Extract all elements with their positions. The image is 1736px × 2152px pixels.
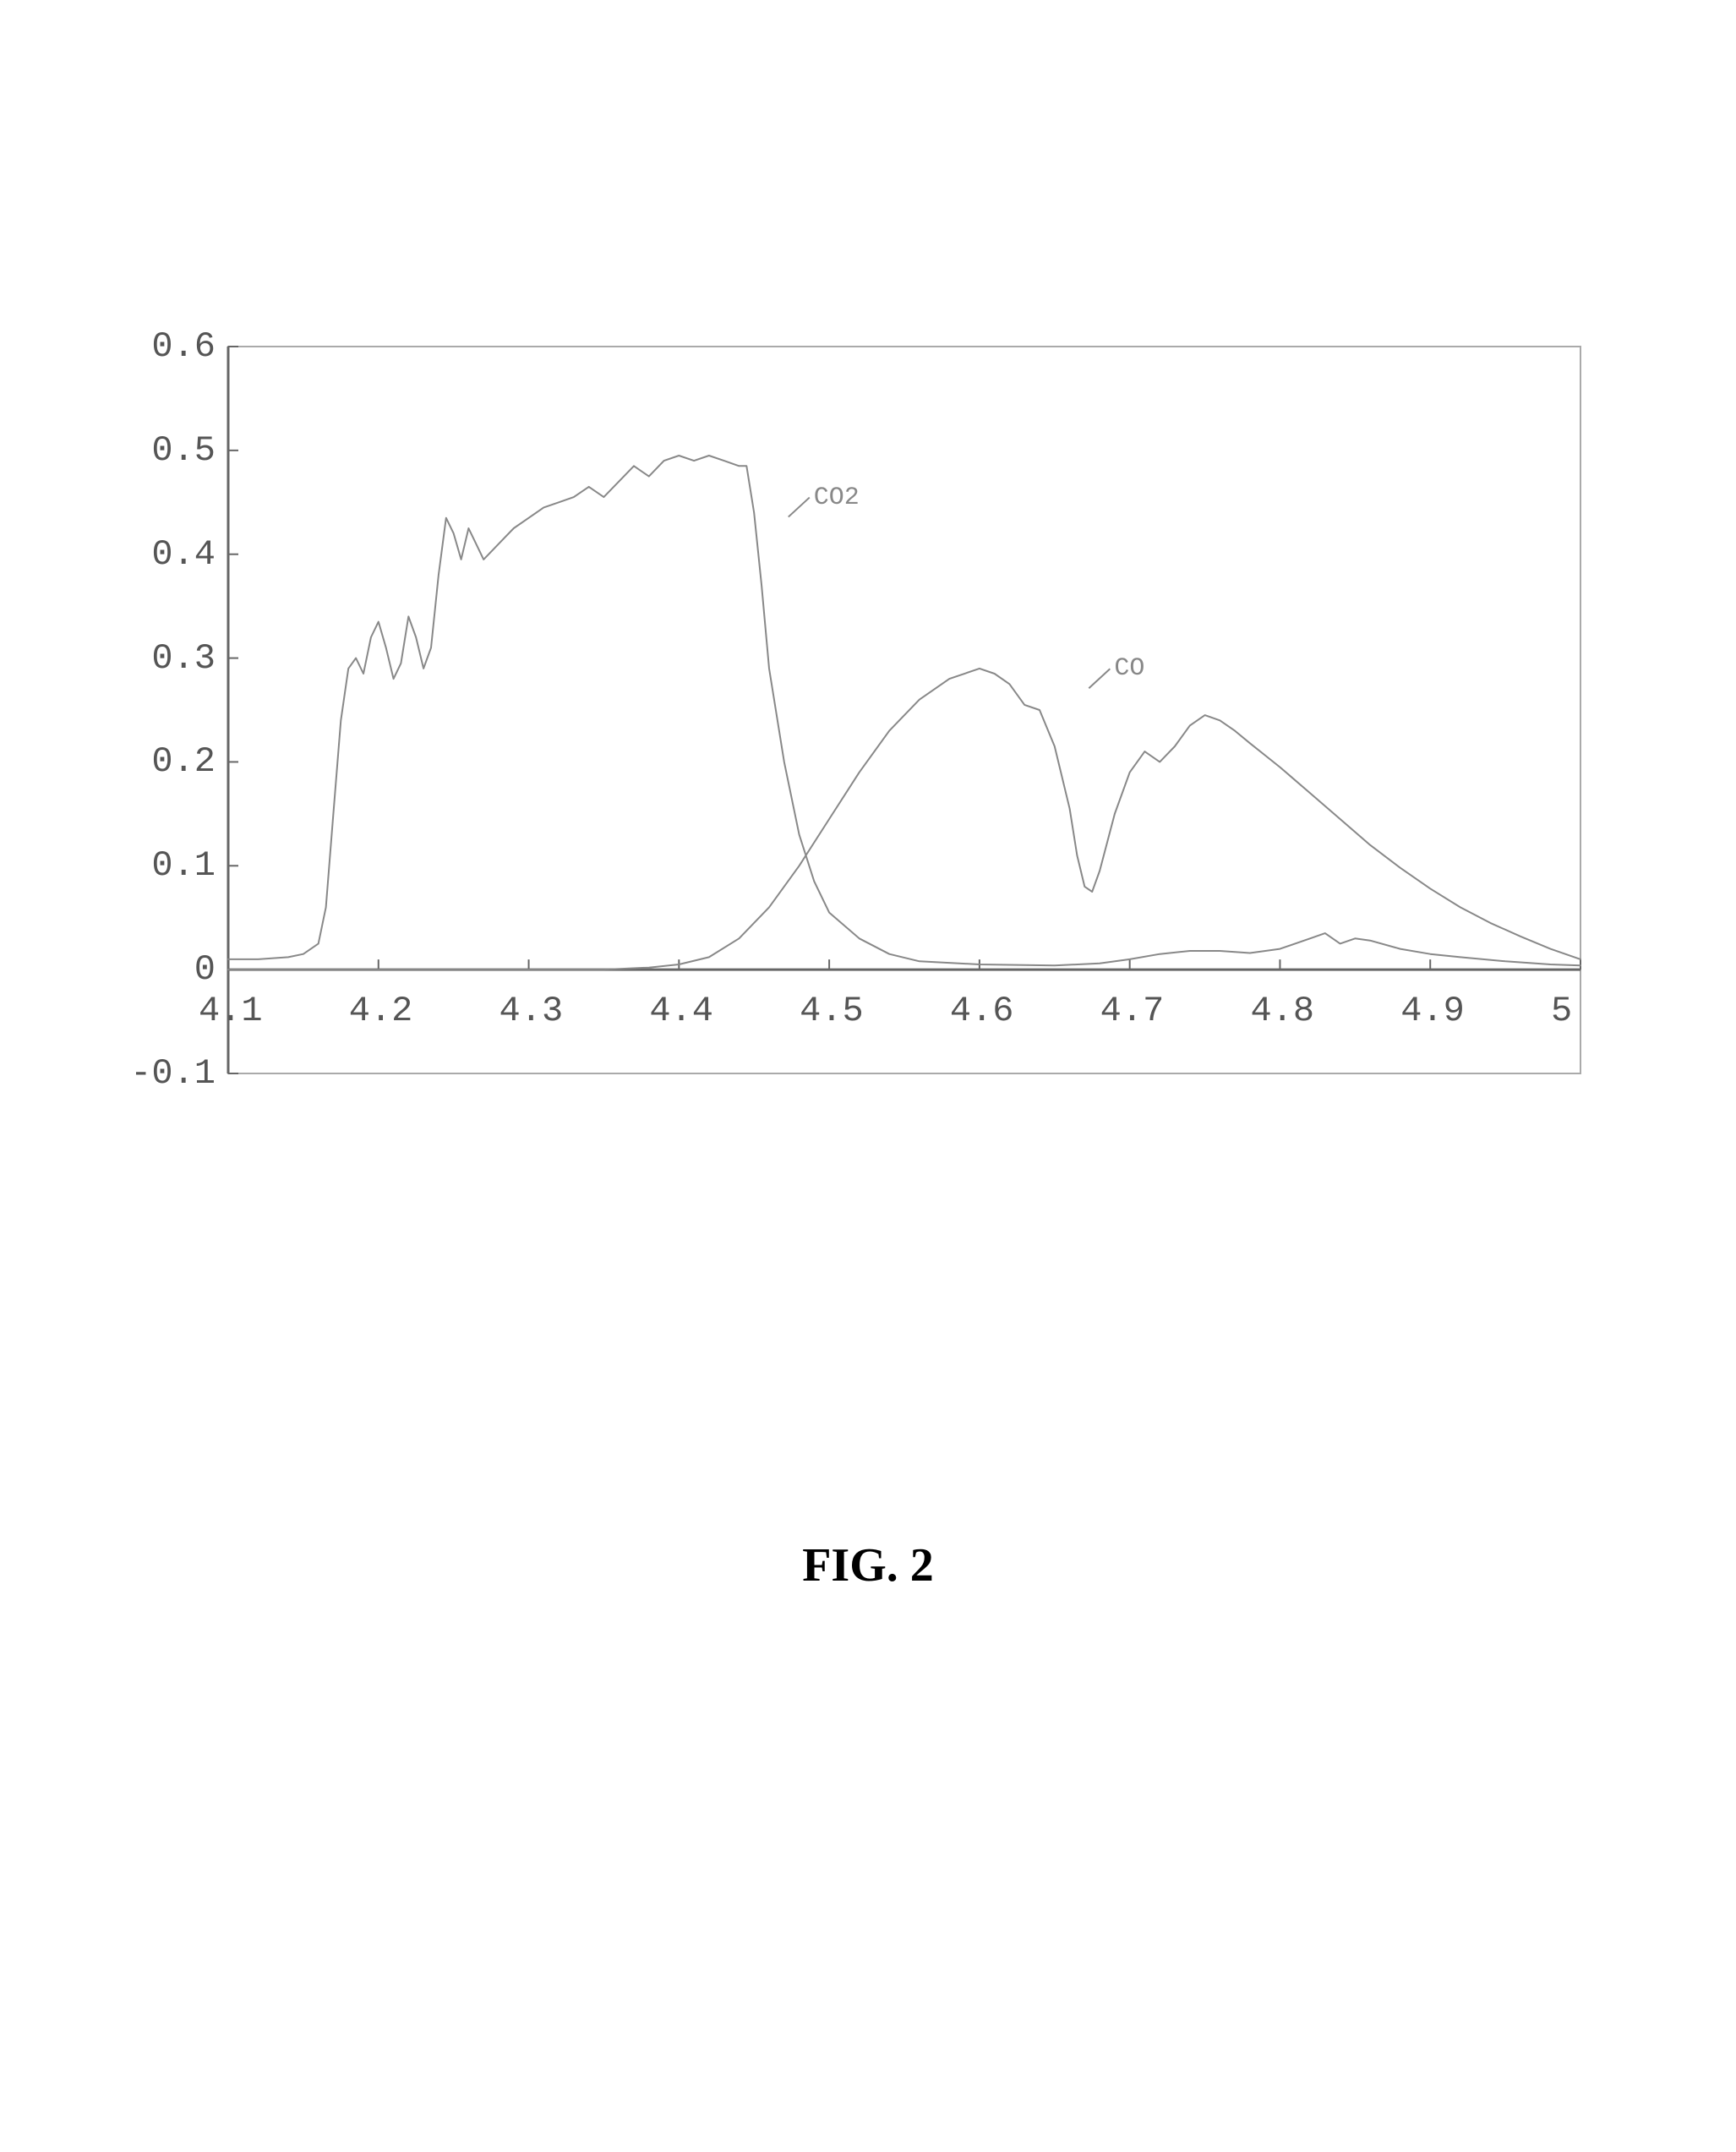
ytick-label: 0.2 — [151, 741, 216, 782]
xtick-label: 4.1 — [199, 991, 263, 1031]
figure-caption: FIG. 2 — [0, 1538, 1736, 1592]
ytick-label: 0.1 — [151, 845, 216, 886]
xtick-label: 4.7 — [1100, 991, 1165, 1031]
ytick-label: 0.5 — [151, 430, 216, 471]
spectrum-chart: -0.100.10.20.30.40.50.6 4.14.24.34.44.54… — [144, 330, 1597, 1141]
ytick-label: 0.3 — [151, 638, 216, 679]
xtick-label: 4.5 — [800, 991, 864, 1031]
xtick-label: 4.9 — [1400, 991, 1465, 1031]
ytick-label: -0.1 — [130, 1053, 216, 1094]
ytick-label: 0.6 — [151, 326, 216, 367]
ytick-label: 0 — [194, 949, 216, 990]
xtick-label: 5 — [1551, 991, 1572, 1031]
series-label-co: CO — [1114, 654, 1144, 683]
ytick-label: 0.4 — [151, 534, 216, 575]
series-label-co2: CO2 — [814, 483, 860, 512]
xtick-label: 4.6 — [950, 991, 1014, 1031]
xtick-label: 4.3 — [500, 991, 564, 1031]
xtick-label: 4.2 — [349, 991, 413, 1031]
xtick-label: 4.4 — [649, 991, 713, 1031]
xtick-label: 4.8 — [1250, 991, 1314, 1031]
